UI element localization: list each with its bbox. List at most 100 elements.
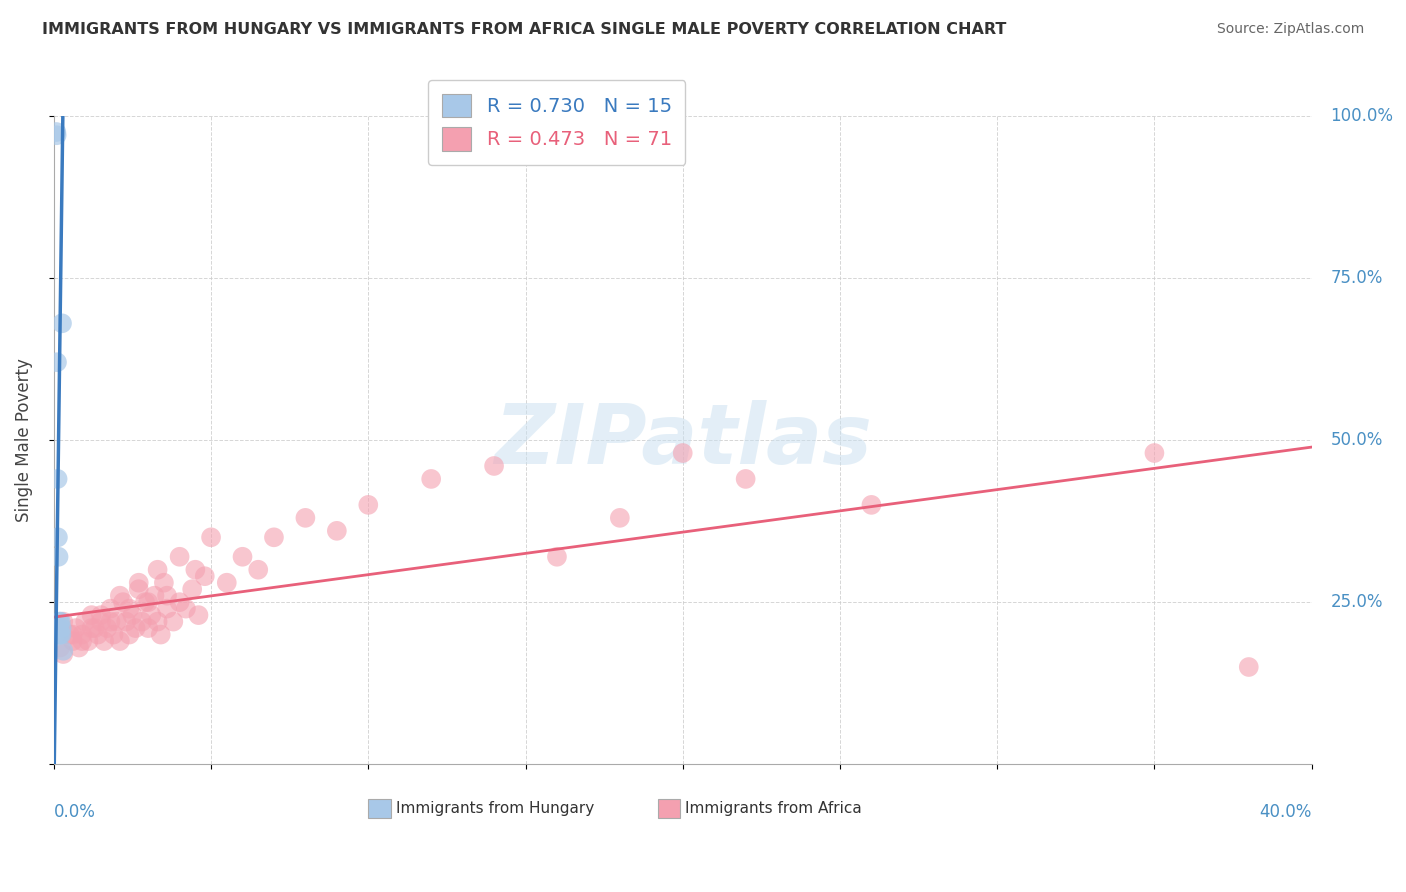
Point (162, 615, 184, 629)
Point (124, 621, 146, 635)
Point (149, 627, 172, 641)
Point (108, 589, 131, 603)
Point (136, 595, 159, 609)
Point (48, 627, 70, 641)
Point (153, 575, 176, 590)
Point (51, 621, 73, 635)
Point (146, 615, 169, 629)
Point (121, 608, 143, 623)
Point (118, 601, 141, 615)
Point (87, 627, 110, 641)
Text: 100.0%: 100.0% (1330, 107, 1393, 125)
Point (67, 640, 90, 655)
Text: IMMIGRANTS FROM HUNGARY VS IMMIGRANTS FROM AFRICA SINGLE MALE POVERTY CORRELATIO: IMMIGRANTS FROM HUNGARY VS IMMIGRANTS FR… (42, 22, 1007, 37)
Point (482, 458, 505, 473)
Point (184, 563, 207, 577)
Text: 40.0%: 40.0% (1260, 803, 1312, 822)
Point (111, 595, 134, 609)
Point (46, 472, 69, 486)
Point (118, 627, 141, 641)
Point (546, 549, 568, 564)
Point (62, 634, 84, 648)
Point (46, 355, 69, 369)
Point (96, 621, 118, 635)
Point (609, 511, 631, 525)
Point (80, 621, 103, 635)
Point (174, 601, 197, 615)
Point (70, 634, 93, 648)
Point (860, 498, 883, 512)
Point (48, 549, 70, 564)
Point (48, 621, 70, 635)
Point (52, 615, 75, 629)
Point (231, 549, 253, 564)
Point (49, 615, 72, 629)
Bar (368, 798, 391, 818)
Point (51, 627, 73, 641)
Point (187, 608, 209, 623)
Point (141, 608, 163, 623)
Point (90, 608, 112, 623)
Point (48, 615, 70, 629)
Point (83, 621, 105, 635)
Point (100, 601, 122, 615)
Point (49, 627, 72, 641)
Point (100, 615, 122, 629)
Point (1143, 446, 1166, 460)
Point (49, 640, 72, 655)
Point (105, 615, 128, 629)
Point (93, 634, 115, 648)
Text: 50.0%: 50.0% (1330, 431, 1384, 449)
Point (194, 569, 217, 583)
Point (134, 595, 156, 609)
Text: ZIPatlas: ZIPatlas (494, 400, 872, 481)
Point (143, 589, 166, 603)
Point (45, 125, 67, 139)
Point (52, 647, 75, 661)
Point (45, 128, 67, 143)
Text: 75.0%: 75.0% (1330, 268, 1384, 287)
Text: 25.0%: 25.0% (1330, 593, 1384, 611)
Point (65, 621, 87, 635)
Point (77, 634, 100, 648)
Point (52, 644, 75, 658)
Point (357, 498, 380, 512)
Y-axis label: Single Male Poverty: Single Male Poverty (15, 358, 32, 522)
Point (326, 524, 349, 538)
Text: Immigrants from Africa: Immigrants from Africa (685, 801, 862, 816)
Point (46, 530, 69, 544)
Text: 0.0%: 0.0% (53, 803, 96, 822)
Point (263, 530, 285, 544)
Point (294, 511, 316, 525)
Point (200, 530, 222, 544)
Point (62, 627, 84, 641)
Point (247, 563, 270, 577)
Point (128, 575, 150, 590)
Point (1237, 660, 1260, 674)
Point (103, 627, 125, 641)
Point (672, 446, 695, 460)
Point (115, 615, 138, 629)
Point (70, 627, 93, 641)
Point (734, 472, 756, 486)
Legend: R = 0.730   N = 15, R = 0.473   N = 71: R = 0.730 N = 15, R = 0.473 N = 71 (429, 80, 686, 164)
Point (51, 316, 73, 330)
Point (90, 615, 112, 629)
Bar (658, 798, 681, 818)
Point (136, 621, 159, 635)
Point (215, 575, 238, 590)
Point (169, 595, 191, 609)
Point (169, 549, 191, 564)
Point (156, 601, 179, 615)
Text: Source: ZipAtlas.com: Source: ZipAtlas.com (1216, 22, 1364, 37)
Point (146, 563, 169, 577)
Text: Immigrants from Hungary: Immigrants from Hungary (396, 801, 595, 816)
Point (108, 634, 131, 648)
Point (131, 615, 153, 629)
Point (128, 582, 150, 597)
Point (156, 589, 179, 603)
Point (181, 582, 204, 597)
Point (420, 472, 443, 486)
Point (75, 615, 97, 629)
Point (58, 627, 80, 641)
